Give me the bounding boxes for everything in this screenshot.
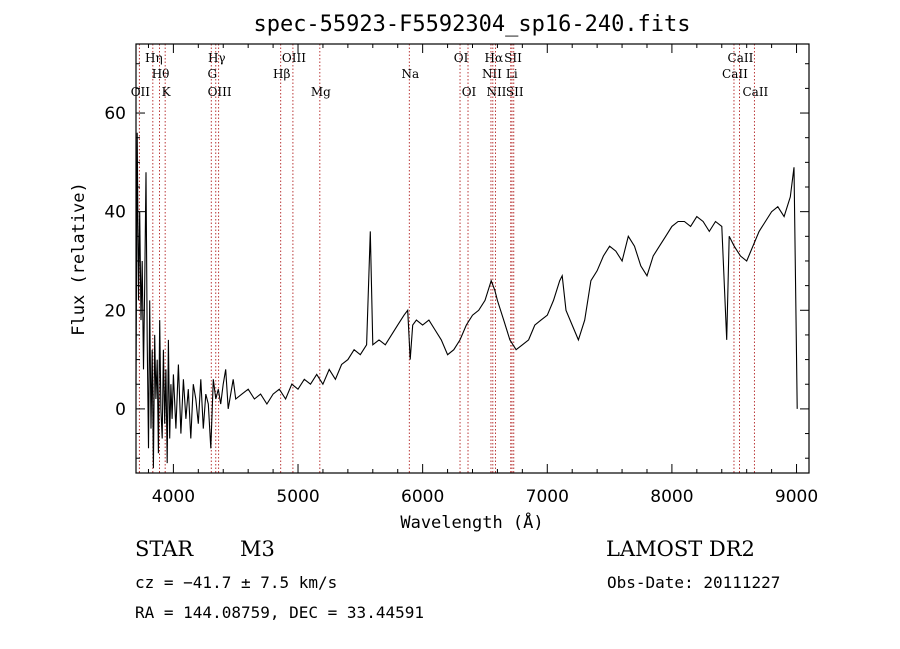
line-marker-label-6: OIII [208,85,232,99]
line-marker-label-9: Mg [311,85,331,99]
x-tick-label-0: 4000 [152,487,195,507]
line-marker-label-12: OI [462,85,477,99]
y-tick-label-2: 40 [104,203,126,223]
y-axis-ticks: 0 20 40 60 [104,63,809,459]
x-tick-label-4: 8000 [650,487,693,507]
line-marker-label-5: G [207,67,217,81]
line-marker-label-4: Hγ [208,51,226,65]
line-marker-label-19: CaII [722,67,748,81]
spectrum-line [135,132,798,469]
line-marker-label-16: Li [506,67,518,81]
emission-line-markers: OIIHηHθKHγGOIIIHβOIIIMgNaOIOIHαNIINIILiS… [131,44,769,473]
line-marker-label-21: CaII [742,85,768,99]
line-marker-label-18: SII [506,85,524,99]
line-marker-label-17: SII [504,51,522,65]
x-axis-label: Wavelength (Å) [400,511,543,533]
sky-coordinates: RA = 144.08759, DEC = 33.44591 [135,603,424,622]
survey-name: LAMOST DR2 [606,537,755,561]
line-marker-label-7: Hβ [273,67,290,81]
x-tick-label-1: 5000 [276,487,319,507]
y-tick-label-1: 20 [104,301,126,321]
line-marker-label-14: NII [482,67,502,81]
object-class: STAR [135,537,194,561]
x-tick-label-2: 6000 [401,487,444,507]
x-tick-label-5: 9000 [775,487,818,507]
line-marker-label-3: K [162,85,172,99]
y-axis-label: Flux (relative) [69,182,89,336]
y-tick-label-3: 60 [104,104,126,124]
y-tick-label-0: 0 [115,400,126,420]
line-marker-label-10: Na [401,67,419,81]
line-marker-label-13: Hα [485,51,504,65]
line-marker-label-15: NII [486,85,506,99]
chart-title: spec-55923-F5592304_sp16-240.fits [253,12,690,37]
line-marker-label-2: Hθ [152,67,170,81]
object-subclass: M3 [240,537,275,561]
line-marker-label-8: OIII [282,51,306,65]
plot-frame [135,43,810,474]
line-marker-label-20: CaII [728,51,754,65]
x-axis-ticks: 4000 5000 6000 7000 8000 9000 [147,44,818,507]
line-marker-label-1: Hη [145,51,163,65]
line-marker-label-11: OI [454,51,469,65]
line-marker-label-0: OII [131,85,151,99]
x-tick-label-3: 7000 [526,487,569,507]
redshift-velocity: cz = −41.7 ± 7.5 km/s [135,573,338,592]
observation-date: Obs-Date: 20111227 [607,573,781,592]
